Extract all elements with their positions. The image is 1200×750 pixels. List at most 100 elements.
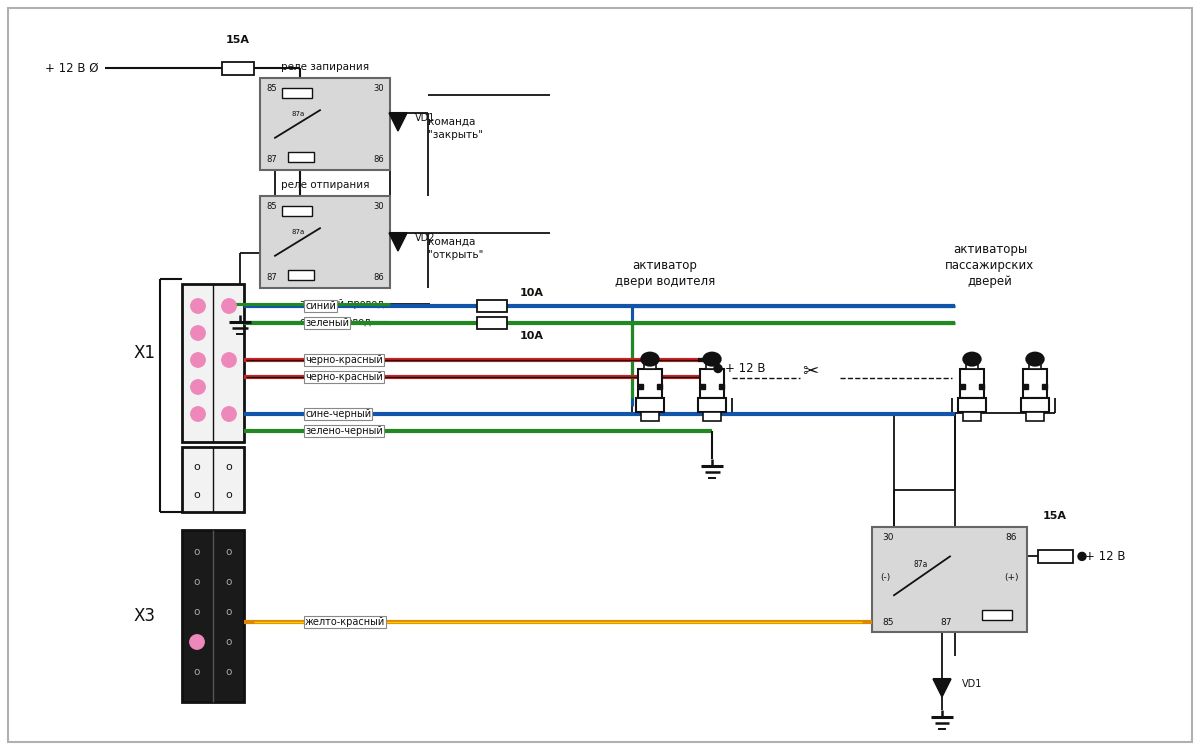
Text: зелено-черный: зелено-черный	[305, 426, 383, 436]
Bar	[706, 362, 719, 369]
Text: 87: 87	[940, 618, 952, 627]
Bar	[982, 610, 1012, 620]
Text: 86: 86	[373, 155, 384, 164]
Text: o: o	[194, 577, 200, 587]
Text: o: o	[194, 547, 200, 557]
Circle shape	[222, 298, 236, 314]
Text: черно-красный: черно-красный	[305, 372, 383, 382]
Bar	[1022, 384, 1027, 389]
Bar	[697, 398, 726, 412]
Bar	[960, 369, 984, 398]
Text: 86: 86	[1006, 533, 1018, 542]
Text: зеленый: зеленый	[305, 318, 349, 328]
Circle shape	[714, 364, 722, 373]
Text: o: o	[193, 490, 200, 500]
Text: + 12 В: + 12 В	[1085, 550, 1126, 563]
Text: 30: 30	[373, 202, 384, 211]
Text: команда
"закрыть": команда "закрыть"	[428, 116, 482, 140]
Text: VD2: VD2	[415, 233, 436, 243]
Text: o: o	[226, 667, 232, 677]
Text: o: o	[194, 667, 200, 677]
Bar	[260, 196, 390, 288]
Bar	[700, 384, 704, 389]
Text: ✂: ✂	[802, 362, 818, 382]
Circle shape	[191, 298, 205, 314]
Text: 87a: 87a	[914, 560, 929, 569]
Text: o: o	[226, 577, 232, 587]
Text: 30: 30	[373, 84, 384, 93]
Text: синий: синий	[305, 301, 336, 311]
Bar	[260, 78, 390, 170]
Text: VD1: VD1	[962, 679, 983, 689]
Bar	[703, 413, 721, 421]
Ellipse shape	[641, 352, 659, 365]
Text: 86: 86	[373, 273, 384, 282]
Bar	[288, 270, 314, 280]
Bar	[1022, 369, 1048, 398]
Bar	[1020, 398, 1049, 412]
Text: черно-красный: черно-красный	[305, 355, 383, 365]
Text: 85: 85	[882, 618, 894, 627]
Bar	[658, 384, 662, 389]
Polygon shape	[389, 113, 407, 131]
Text: o: o	[193, 462, 200, 472]
Circle shape	[191, 326, 205, 340]
Bar	[958, 398, 986, 412]
Bar	[966, 362, 978, 369]
Bar	[979, 384, 984, 389]
Text: активатор
двери водителя: активатор двери водителя	[614, 259, 715, 288]
Text: 85: 85	[266, 84, 277, 93]
Text: + 12 В Ø: + 12 В Ø	[46, 62, 98, 74]
Bar	[182, 530, 244, 702]
Text: активаторы
пассажирских
дверей: активаторы пассажирских дверей	[946, 243, 1034, 288]
Bar	[872, 527, 1027, 632]
Text: 87: 87	[266, 273, 277, 282]
Text: 87: 87	[266, 155, 277, 164]
Text: (+): (+)	[1004, 573, 1019, 582]
Circle shape	[191, 352, 205, 368]
Text: 85: 85	[266, 202, 277, 211]
Bar	[719, 384, 725, 389]
Polygon shape	[389, 233, 407, 251]
Bar	[288, 152, 314, 162]
Ellipse shape	[703, 352, 721, 365]
Text: + 12 В: + 12 В	[725, 362, 766, 375]
Text: o: o	[226, 547, 232, 557]
Bar	[1038, 550, 1073, 563]
Bar	[476, 300, 506, 312]
Bar	[182, 447, 244, 512]
Bar	[282, 206, 312, 216]
Text: реле запирания: реле запирания	[281, 62, 370, 72]
Ellipse shape	[1026, 352, 1044, 365]
Text: 87a: 87a	[292, 111, 305, 117]
Text: синий провод: синий провод	[300, 317, 371, 327]
Circle shape	[1078, 553, 1086, 560]
Text: сине-черный: сине-черный	[305, 409, 371, 419]
Text: 87a: 87a	[292, 229, 305, 235]
Text: 10А: 10А	[520, 331, 544, 341]
Text: (-): (-)	[880, 573, 890, 582]
Text: o: o	[226, 490, 233, 500]
Bar	[637, 369, 662, 398]
Text: 15А: 15А	[226, 35, 250, 45]
Circle shape	[190, 634, 204, 650]
Bar	[637, 384, 643, 389]
Bar	[182, 284, 244, 442]
Bar	[636, 398, 665, 412]
Text: X3: X3	[133, 607, 155, 625]
Text: o: o	[194, 607, 200, 617]
Circle shape	[222, 352, 236, 368]
Circle shape	[222, 406, 236, 422]
Text: 30: 30	[882, 533, 894, 542]
Circle shape	[191, 380, 205, 394]
Text: команда
"открыть": команда "открыть"	[428, 236, 484, 260]
Bar	[641, 413, 659, 421]
Text: o: o	[226, 462, 233, 472]
Text: o: o	[226, 637, 232, 647]
Text: o: o	[226, 607, 232, 617]
Circle shape	[191, 406, 205, 422]
Bar	[962, 413, 982, 421]
Bar	[1028, 362, 1042, 369]
Text: желто-красный: желто-красный	[305, 617, 385, 627]
Text: 15А: 15А	[1043, 511, 1067, 521]
